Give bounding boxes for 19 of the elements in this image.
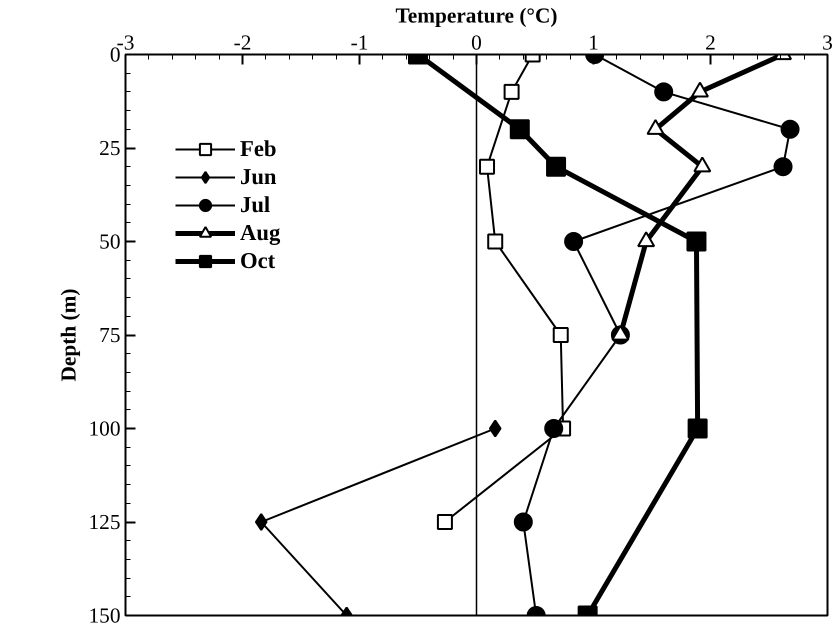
y-axis-title: Depth (m) — [56, 288, 81, 382]
legend-label: Jun — [240, 163, 277, 191]
legend-label: Aug — [240, 219, 280, 247]
x-tick-label: 2 — [705, 30, 716, 54]
y-tick-label: 50 — [99, 230, 120, 254]
y-tick-label: 150 — [88, 604, 121, 625]
legend-label: Jul — [240, 191, 270, 219]
y-tick-label: 75 — [99, 323, 120, 347]
y-tick-label: 25 — [99, 136, 120, 160]
x-tick-label: 0 — [471, 30, 482, 54]
legend-label: Feb — [240, 135, 276, 163]
x-tick-label: -1 — [350, 30, 368, 54]
x-axis-title: Temperature (°C) — [396, 4, 558, 28]
x-tick-label: 1 — [588, 30, 599, 54]
x-tick-label: -2 — [234, 30, 252, 54]
legend-label: Oct — [240, 247, 276, 275]
y-tick-label: 100 — [88, 416, 121, 440]
y-tick-label: 125 — [88, 510, 121, 534]
x-tick-label: 3 — [822, 30, 833, 54]
